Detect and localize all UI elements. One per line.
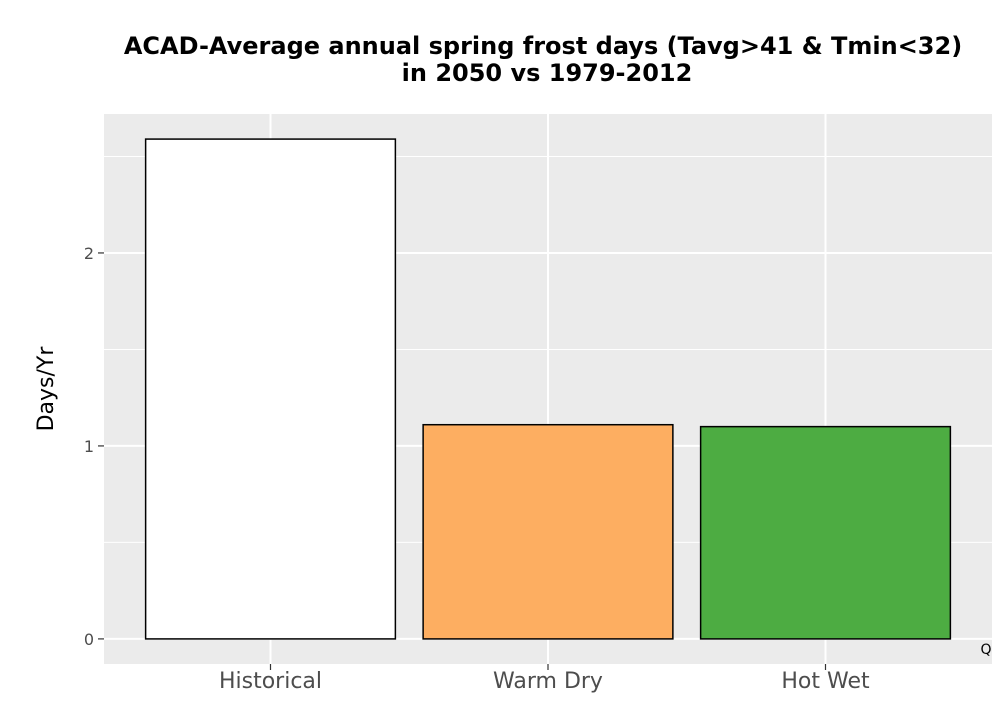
x-axis: Historical Warm Dry Hot Wet bbox=[219, 664, 870, 694]
bar-warm-dry bbox=[422, 423, 674, 640]
y-axis: 0 1 2 bbox=[84, 244, 104, 649]
y-axis-label: Days/Yr bbox=[34, 346, 59, 432]
x-tick-label: Warm Dry bbox=[493, 669, 603, 694]
chart-subtitle: in 2050 vs 1979-2012 bbox=[402, 59, 693, 87]
y-tick-label: 1 bbox=[84, 437, 94, 456]
bar-hot-wet bbox=[699, 425, 952, 640]
bar-historical bbox=[144, 138, 397, 640]
chart-title: ACAD-Average annual spring frost days (T… bbox=[124, 32, 962, 60]
corner-mark: Q bbox=[980, 642, 991, 658]
x-tick-label: Hot Wet bbox=[781, 669, 870, 694]
y-tick-label: 0 bbox=[84, 630, 94, 649]
bars bbox=[144, 138, 952, 640]
y-tick-label: 2 bbox=[84, 244, 94, 263]
x-tick-label: Historical bbox=[219, 669, 322, 694]
